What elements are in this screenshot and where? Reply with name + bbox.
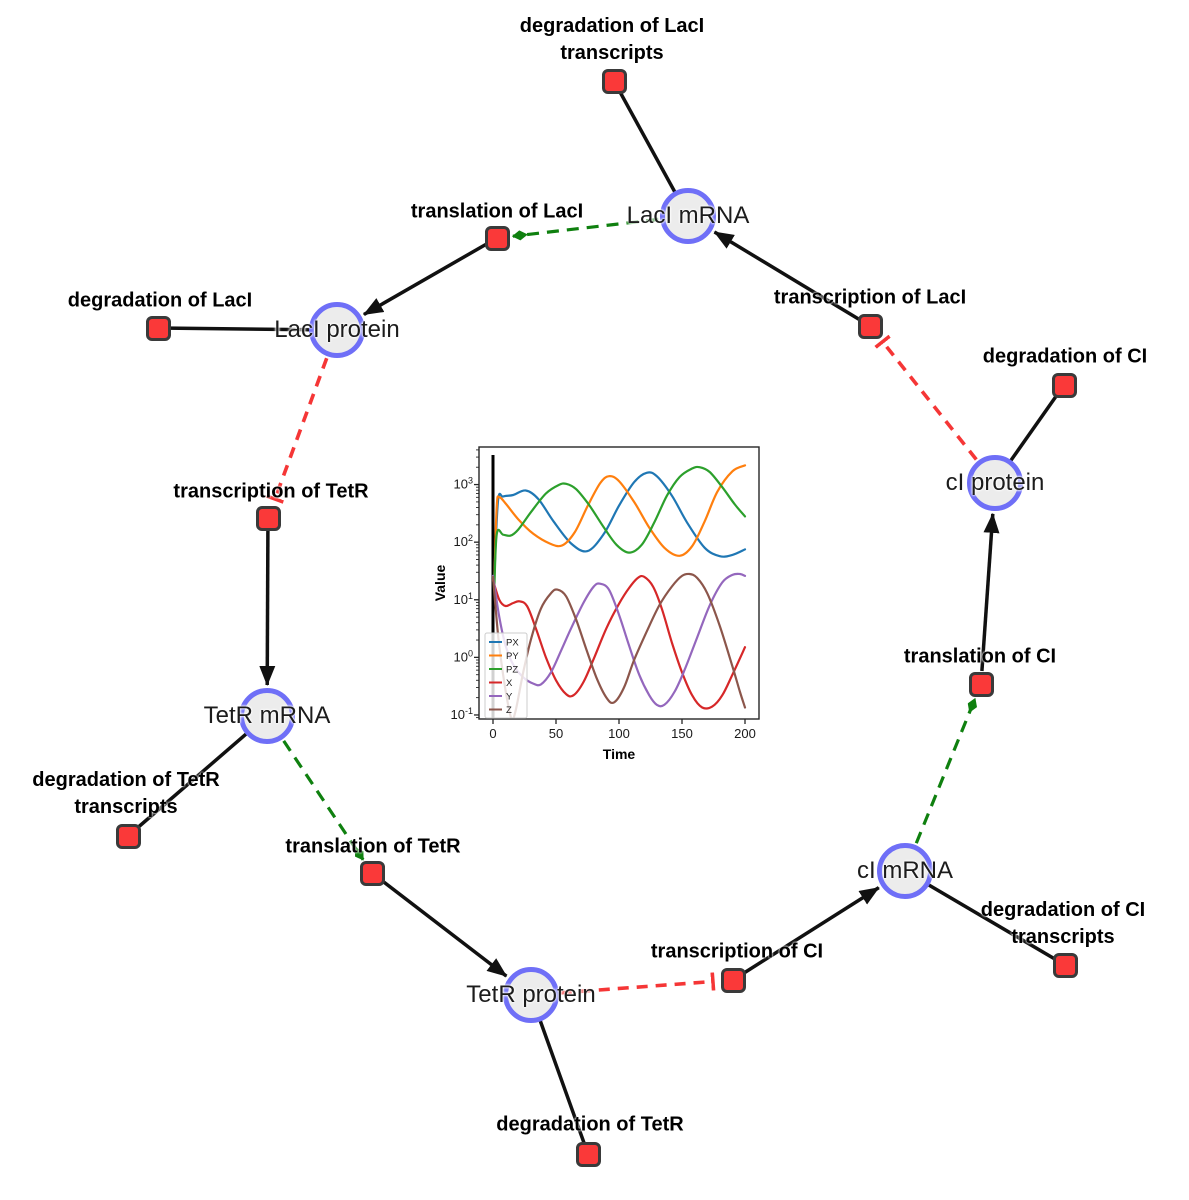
y-tick-label: 102: [454, 533, 473, 549]
reaction-node-transl-laci: [484, 225, 510, 251]
series-y: [491, 572, 747, 708]
reaction-node-transl-tetr: [359, 860, 385, 886]
reaction-node-deg-laci-tr: [601, 68, 627, 94]
species-node-laci-protein: [309, 302, 365, 358]
reaction-label-deg-ci-tr: degradation of CI transcripts: [981, 897, 1145, 951]
series-x: [491, 574, 747, 710]
reaction-label-line: translation of TetR: [285, 835, 461, 858]
reaction-label-transc-ci: transcription of CI: [651, 939, 823, 966]
edge-inhibit-laci-protein-transc-tetr: [265, 357, 329, 504]
reaction-label-line: transcription of LacI: [773, 286, 967, 309]
x-tick-label: 0: [489, 726, 496, 741]
reaction-label-transc-laci: transcription of LacI: [774, 285, 966, 312]
reaction-node-transc-laci: [857, 313, 883, 339]
reaction-label-deg-ci: degradation of CI: [983, 344, 1147, 371]
y-axis-label: Value: [432, 565, 448, 602]
species-node-ci-protein: [967, 455, 1023, 511]
species-node-ci-mrna: [877, 843, 933, 899]
y-tick-label: 103: [454, 476, 473, 492]
edge-plain-ci-mrna-deg-ci-tr: [904, 869, 1066, 967]
reaction-label-line: degradation of CI: [982, 345, 1148, 368]
reaction-label-line: degradation of LacI: [67, 289, 253, 312]
time-course-inset: 0 50 100 150 200 103 102 101 100 10-1 Time Value PX P…: [425, 425, 770, 770]
reaction-node-deg-tetr-tr: [115, 823, 141, 849]
edge-inhibit-ci-protein-transc-laci: [874, 334, 978, 461]
reaction-label-transc-tetr: transcription of TetR: [173, 479, 368, 506]
species-label-laci-mrna: LacI mRNA: [626, 202, 750, 229]
x-tick-label: 100: [608, 726, 630, 741]
edge-modifier-tetr-mrna-transl-tetr: [282, 740, 365, 861]
legend-entry-label: PZ: [506, 665, 518, 676]
x-axis-label: Time: [603, 746, 636, 762]
species-node-laci-mrna: [660, 188, 716, 244]
legend-entry-label: X: [506, 678, 513, 689]
reaction-label-line: translation of LacI: [410, 200, 584, 223]
reaction-node-transc-ci: [720, 967, 746, 993]
reaction-node-deg-ci-tr: [1052, 952, 1078, 978]
reaction-node-deg-laci: [145, 315, 171, 341]
reaction-label-deg-tetr: degradation of TetR: [496, 1112, 683, 1139]
x-tick-label: 150: [671, 726, 693, 741]
y-tick-label: 100: [454, 648, 473, 664]
edge-arrow-transc-tetr-tetr-mrna: [259, 530, 276, 686]
edge-inhibit-tetr-protein-transc-ci: [560, 972, 716, 995]
reaction-label-line: degradation of LacI: [519, 15, 705, 37]
reaction-label-transl-laci: translation of LacI: [411, 199, 583, 226]
species-label-ci-mrna: cI mRNA: [857, 857, 953, 884]
reaction-node-deg-ci: [1051, 372, 1077, 398]
series-z: [491, 572, 747, 719]
edge-arrow-transl-tetr-tetr-protein: [381, 879, 508, 978]
species-label-tetr-protein: TetR protein: [466, 981, 596, 1008]
reaction-node-transc-tetr: [255, 505, 281, 531]
chart-legend: PX PY PZ XYZ: [484, 632, 528, 719]
edge-arrow-transl-laci-laci-protein: [363, 242, 487, 317]
x-tick-label: 50: [549, 726, 563, 741]
reaction-label-line: degradation of TetR: [32, 769, 220, 791]
species-node-tetr-mrna: [239, 688, 295, 744]
edge-modifier-ci-mrna-transl-ci: [914, 697, 977, 844]
edge-arrow-transc-ci-ci-mrna: [743, 886, 880, 975]
time-course-chart: 0 50 100 150 20010310210110010-1TimeValuePXP…: [432, 446, 760, 762]
reaction-label-line: transcripts: [74, 796, 178, 818]
reaction-node-deg-tetr: [575, 1141, 601, 1167]
legend-entry-label: Z: [506, 705, 512, 716]
reaction-label-deg-laci-tr: degradation of LacI transcripts: [520, 13, 704, 67]
reaction-label-transl-tetr: translation of TetR: [285, 834, 460, 861]
reaction-label-line: transcription of TetR: [173, 480, 369, 503]
reaction-label-deg-laci: degradation of LacI: [68, 288, 252, 315]
reaction-label-line: degradation of TetR: [496, 1113, 684, 1136]
legend-entry-label: PX: [506, 638, 519, 649]
edge-plain-tetr-mrna-deg-tetr-tr: [126, 714, 269, 838]
reaction-label-line: transcripts: [560, 42, 664, 64]
species-label-tetr-mrna: TetR mRNA: [203, 702, 331, 729]
reaction-node-transl-ci: [968, 671, 994, 697]
reaction-label-line: translation of CI: [903, 645, 1057, 668]
edge-arrow-transc-laci-laci-mrna: [713, 230, 860, 321]
reaction-label-deg-tetr-tr: degradation of TetR transcripts: [32, 767, 219, 821]
legend-entry-label: PY: [506, 651, 519, 662]
edge-modifier-laci-mrna-transl-laci: [511, 217, 659, 241]
y-tick-label: 101: [454, 591, 473, 607]
species-label-laci-protein: LacI protein: [274, 316, 400, 343]
edge-plain-tetr-protein-deg-tetr: [529, 994, 590, 1155]
legend-entry-label: Y: [506, 692, 513, 703]
reaction-label-line: transcripts: [1011, 926, 1115, 948]
species-label-ci-protein: cI protein: [945, 469, 1045, 496]
edge-plain-laci-protein-deg-laci: [157, 326, 338, 332]
series-py: [493, 464, 747, 584]
edge-arrow-transl-ci-ci-protein: [980, 512, 1000, 672]
series-px: [493, 471, 747, 578]
x-tick-label: 200: [734, 726, 756, 741]
reaction-label-transl-ci: translation of CI: [904, 644, 1056, 671]
series-pz: [493, 465, 747, 591]
species-node-tetr-protein: [503, 967, 559, 1023]
reaction-label-line: transcription of CI: [650, 940, 824, 963]
reaction-label-line: degradation of CI: [980, 899, 1146, 921]
y-tick-label: 10-1: [451, 706, 473, 722]
